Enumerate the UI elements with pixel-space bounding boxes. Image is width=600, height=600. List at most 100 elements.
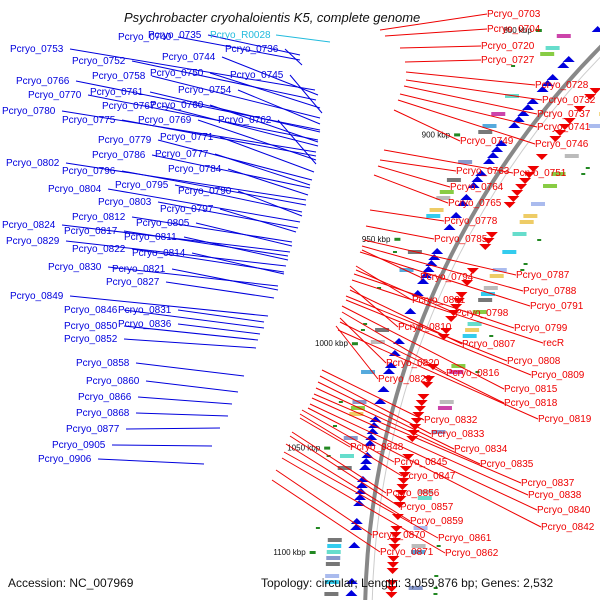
forward-gene-label[interactable]: Pcryo_0767	[102, 101, 156, 112]
reverse-gene-label[interactable]: Pcryo_0728	[535, 80, 589, 91]
rna-gene-label[interactable]: Pcryo_R0028	[210, 30, 271, 41]
reverse-gene-label[interactable]: Pcryo_0746	[535, 139, 589, 150]
reverse-gene-label[interactable]: Pcryo_0749	[460, 136, 514, 147]
forward-gene-label[interactable]: Pcryo_0775	[62, 115, 116, 126]
reverse-gene-label[interactable]: Pcryo_0847	[402, 471, 456, 482]
forward-gene-label[interactable]: Pcryo_0824	[2, 220, 56, 231]
forward-gene-label[interactable]: Pcryo_0740	[118, 32, 172, 43]
reverse-gene-label[interactable]: Pcryo_0791	[530, 301, 584, 312]
reverse-gene-label[interactable]: Pcryo_0720	[481, 41, 535, 52]
reverse-gene-label[interactable]: Pcryo_0807	[462, 339, 516, 350]
reverse-gene-label[interactable]: Pcryo_0785	[434, 234, 488, 245]
forward-gene-label[interactable]: Pcryo_0797	[160, 204, 214, 215]
reverse-gene-label[interactable]: Pcryo_0727	[481, 55, 535, 66]
forward-gene-label[interactable]: Pcryo_0850	[64, 321, 118, 332]
reverse-gene-label[interactable]: Pcryo_0842	[541, 522, 595, 533]
reverse-gene-label[interactable]: Pcryo_0778	[444, 216, 498, 227]
reverse-gene-label[interactable]: Pcryo_0834	[454, 444, 508, 455]
forward-gene-label[interactable]: Pcryo_0830	[48, 262, 102, 273]
reverse-gene-label[interactable]: Pcryo_0751	[513, 168, 567, 179]
forward-gene-label[interactable]: Pcryo_0795	[115, 180, 169, 191]
reverse-gene-label[interactable]: Pcryo_0845	[394, 457, 448, 468]
forward-gene-label[interactable]: Pcryo_0858	[76, 358, 130, 369]
reverse-gene-label[interactable]: recR	[543, 338, 564, 349]
reverse-gene-label[interactable]: Pcryo_0741	[537, 122, 591, 133]
forward-gene-label[interactable]: Pcryo_0905	[52, 440, 106, 451]
forward-gene-label[interactable]: Pcryo_0812	[72, 212, 126, 223]
forward-gene-label[interactable]: Pcryo_0804	[48, 184, 102, 195]
reverse-gene-label[interactable]: Pcryo_0870	[372, 530, 426, 541]
forward-gene-label[interactable]: Pcryo_0877	[66, 424, 120, 435]
reverse-gene-label[interactable]: Pcryo_0857	[400, 502, 454, 513]
forward-gene-label[interactable]: Pcryo_0802	[6, 158, 60, 169]
forward-gene-label[interactable]: Pcryo_0760	[150, 100, 204, 111]
reverse-gene-label[interactable]: Pcryo_0787	[516, 270, 570, 281]
forward-gene-label[interactable]: Pcryo_0822	[72, 244, 126, 255]
reverse-gene-label[interactable]: Pcryo_0763	[456, 166, 510, 177]
reverse-gene-label[interactable]: Pcryo_0832	[424, 415, 478, 426]
reverse-gene-label[interactable]: Pcryo_0871	[380, 547, 434, 558]
reverse-gene-label[interactable]: Pcryo_0732	[542, 95, 596, 106]
forward-gene-label[interactable]: Pcryo_0803	[98, 197, 152, 208]
forward-gene-label[interactable]: Pcryo_0736	[225, 44, 279, 55]
forward-gene-label[interactable]: Pcryo_0735	[148, 30, 202, 41]
forward-gene-label[interactable]: Pcryo_0761	[90, 87, 144, 98]
reverse-gene-label[interactable]: Pcryo_0838	[528, 490, 582, 501]
forward-gene-label[interactable]: Pcryo_0860	[86, 376, 140, 387]
forward-gene-label[interactable]: Pcryo_0780	[2, 106, 56, 117]
reverse-gene-label[interactable]: Pcryo_0808	[507, 356, 561, 367]
forward-gene-label[interactable]: Pcryo_0766	[16, 76, 70, 87]
reverse-gene-label[interactable]: Pcryo_0703	[487, 9, 541, 20]
forward-gene-label[interactable]: Pcryo_0906	[38, 454, 92, 465]
reverse-gene-label[interactable]: Pcryo_0859	[410, 516, 464, 527]
forward-gene-label[interactable]: Pcryo_0754	[178, 85, 232, 96]
reverse-gene-label[interactable]: Pcryo_0862	[445, 548, 499, 559]
reverse-gene-label[interactable]: Pcryo_0764	[450, 182, 504, 193]
forward-gene-label[interactable]: Pcryo_0770	[28, 90, 82, 101]
reverse-gene-label[interactable]: Pcryo_0856	[386, 488, 440, 499]
forward-gene-label[interactable]: Pcryo_0745	[230, 70, 284, 81]
reverse-gene-label[interactable]: Pcryo_0801	[412, 295, 466, 306]
forward-gene-label[interactable]: Pcryo_0750	[150, 68, 204, 79]
reverse-gene-label[interactable]: Pcryo_0837	[521, 478, 575, 489]
reverse-gene-label[interactable]: Pcryo_0798	[455, 308, 509, 319]
reverse-gene-label[interactable]: Pcryo_0823	[378, 374, 432, 385]
reverse-gene-label[interactable]: Pcryo_0848	[350, 442, 404, 453]
reverse-gene-label[interactable]: Pcryo_0737	[537, 109, 591, 120]
forward-gene-label[interactable]: Pcryo_0784	[168, 164, 222, 175]
forward-gene-label[interactable]: Pcryo_0779	[98, 135, 152, 146]
reverse-gene-label[interactable]: Pcryo_0765	[448, 198, 502, 209]
forward-gene-label[interactable]: Pcryo_0829	[6, 236, 60, 247]
forward-gene-label[interactable]: Pcryo_0811	[124, 232, 177, 243]
reverse-gene-label[interactable]: Pcryo_0794	[420, 272, 474, 283]
reverse-gene-label[interactable]: Pcryo_0799	[514, 323, 568, 334]
forward-gene-label[interactable]: Pcryo_0827	[106, 277, 160, 288]
reverse-gene-label[interactable]: Pcryo_0819	[538, 414, 592, 425]
forward-gene-label[interactable]: Pcryo_0790	[178, 186, 232, 197]
forward-gene-label[interactable]: Pcryo_0836	[118, 319, 172, 330]
forward-gene-label[interactable]: Pcryo_0866	[78, 392, 132, 403]
reverse-gene-label[interactable]: Pcryo_0833	[431, 429, 485, 440]
forward-gene-label[interactable]: Pcryo_0762	[218, 115, 272, 126]
reverse-gene-label[interactable]: Pcryo_0840	[537, 505, 591, 516]
reverse-gene-label[interactable]: Pcryo_0704	[487, 24, 541, 35]
forward-gene-label[interactable]: Pcryo_0868	[76, 408, 130, 419]
forward-gene-label[interactable]: Pcryo_0753	[10, 44, 64, 55]
forward-gene-label[interactable]: Pcryo_0769	[138, 115, 192, 126]
forward-gene-label[interactable]: Pcryo_0846	[64, 305, 118, 316]
reverse-gene-label[interactable]: Pcryo_0809	[531, 370, 585, 381]
forward-gene-label[interactable]: Pcryo_0796	[62, 166, 116, 177]
forward-gene-label[interactable]: Pcryo_0786	[92, 150, 146, 161]
forward-gene-label[interactable]: Pcryo_0814	[132, 248, 186, 259]
reverse-gene-label[interactable]: Pcryo_0861	[438, 533, 492, 544]
forward-gene-label[interactable]: Pcryo_0821	[112, 264, 166, 275]
forward-gene-label[interactable]: Pcryo_0849	[10, 291, 64, 302]
forward-gene-label[interactable]: Pcryo_0831	[118, 305, 172, 316]
forward-gene-label[interactable]: Pcryo_0758	[92, 71, 146, 82]
forward-gene-label[interactable]: Pcryo_0852	[64, 334, 118, 345]
forward-gene-label[interactable]: Pcryo_0805	[136, 218, 190, 229]
reverse-gene-label[interactable]: Pcryo_0815	[504, 384, 558, 395]
reverse-gene-label[interactable]: Pcryo_0818	[504, 398, 558, 409]
forward-gene-label[interactable]: Pcryo_0752	[72, 56, 126, 67]
forward-gene-label[interactable]: Pcryo_0817	[64, 226, 118, 237]
